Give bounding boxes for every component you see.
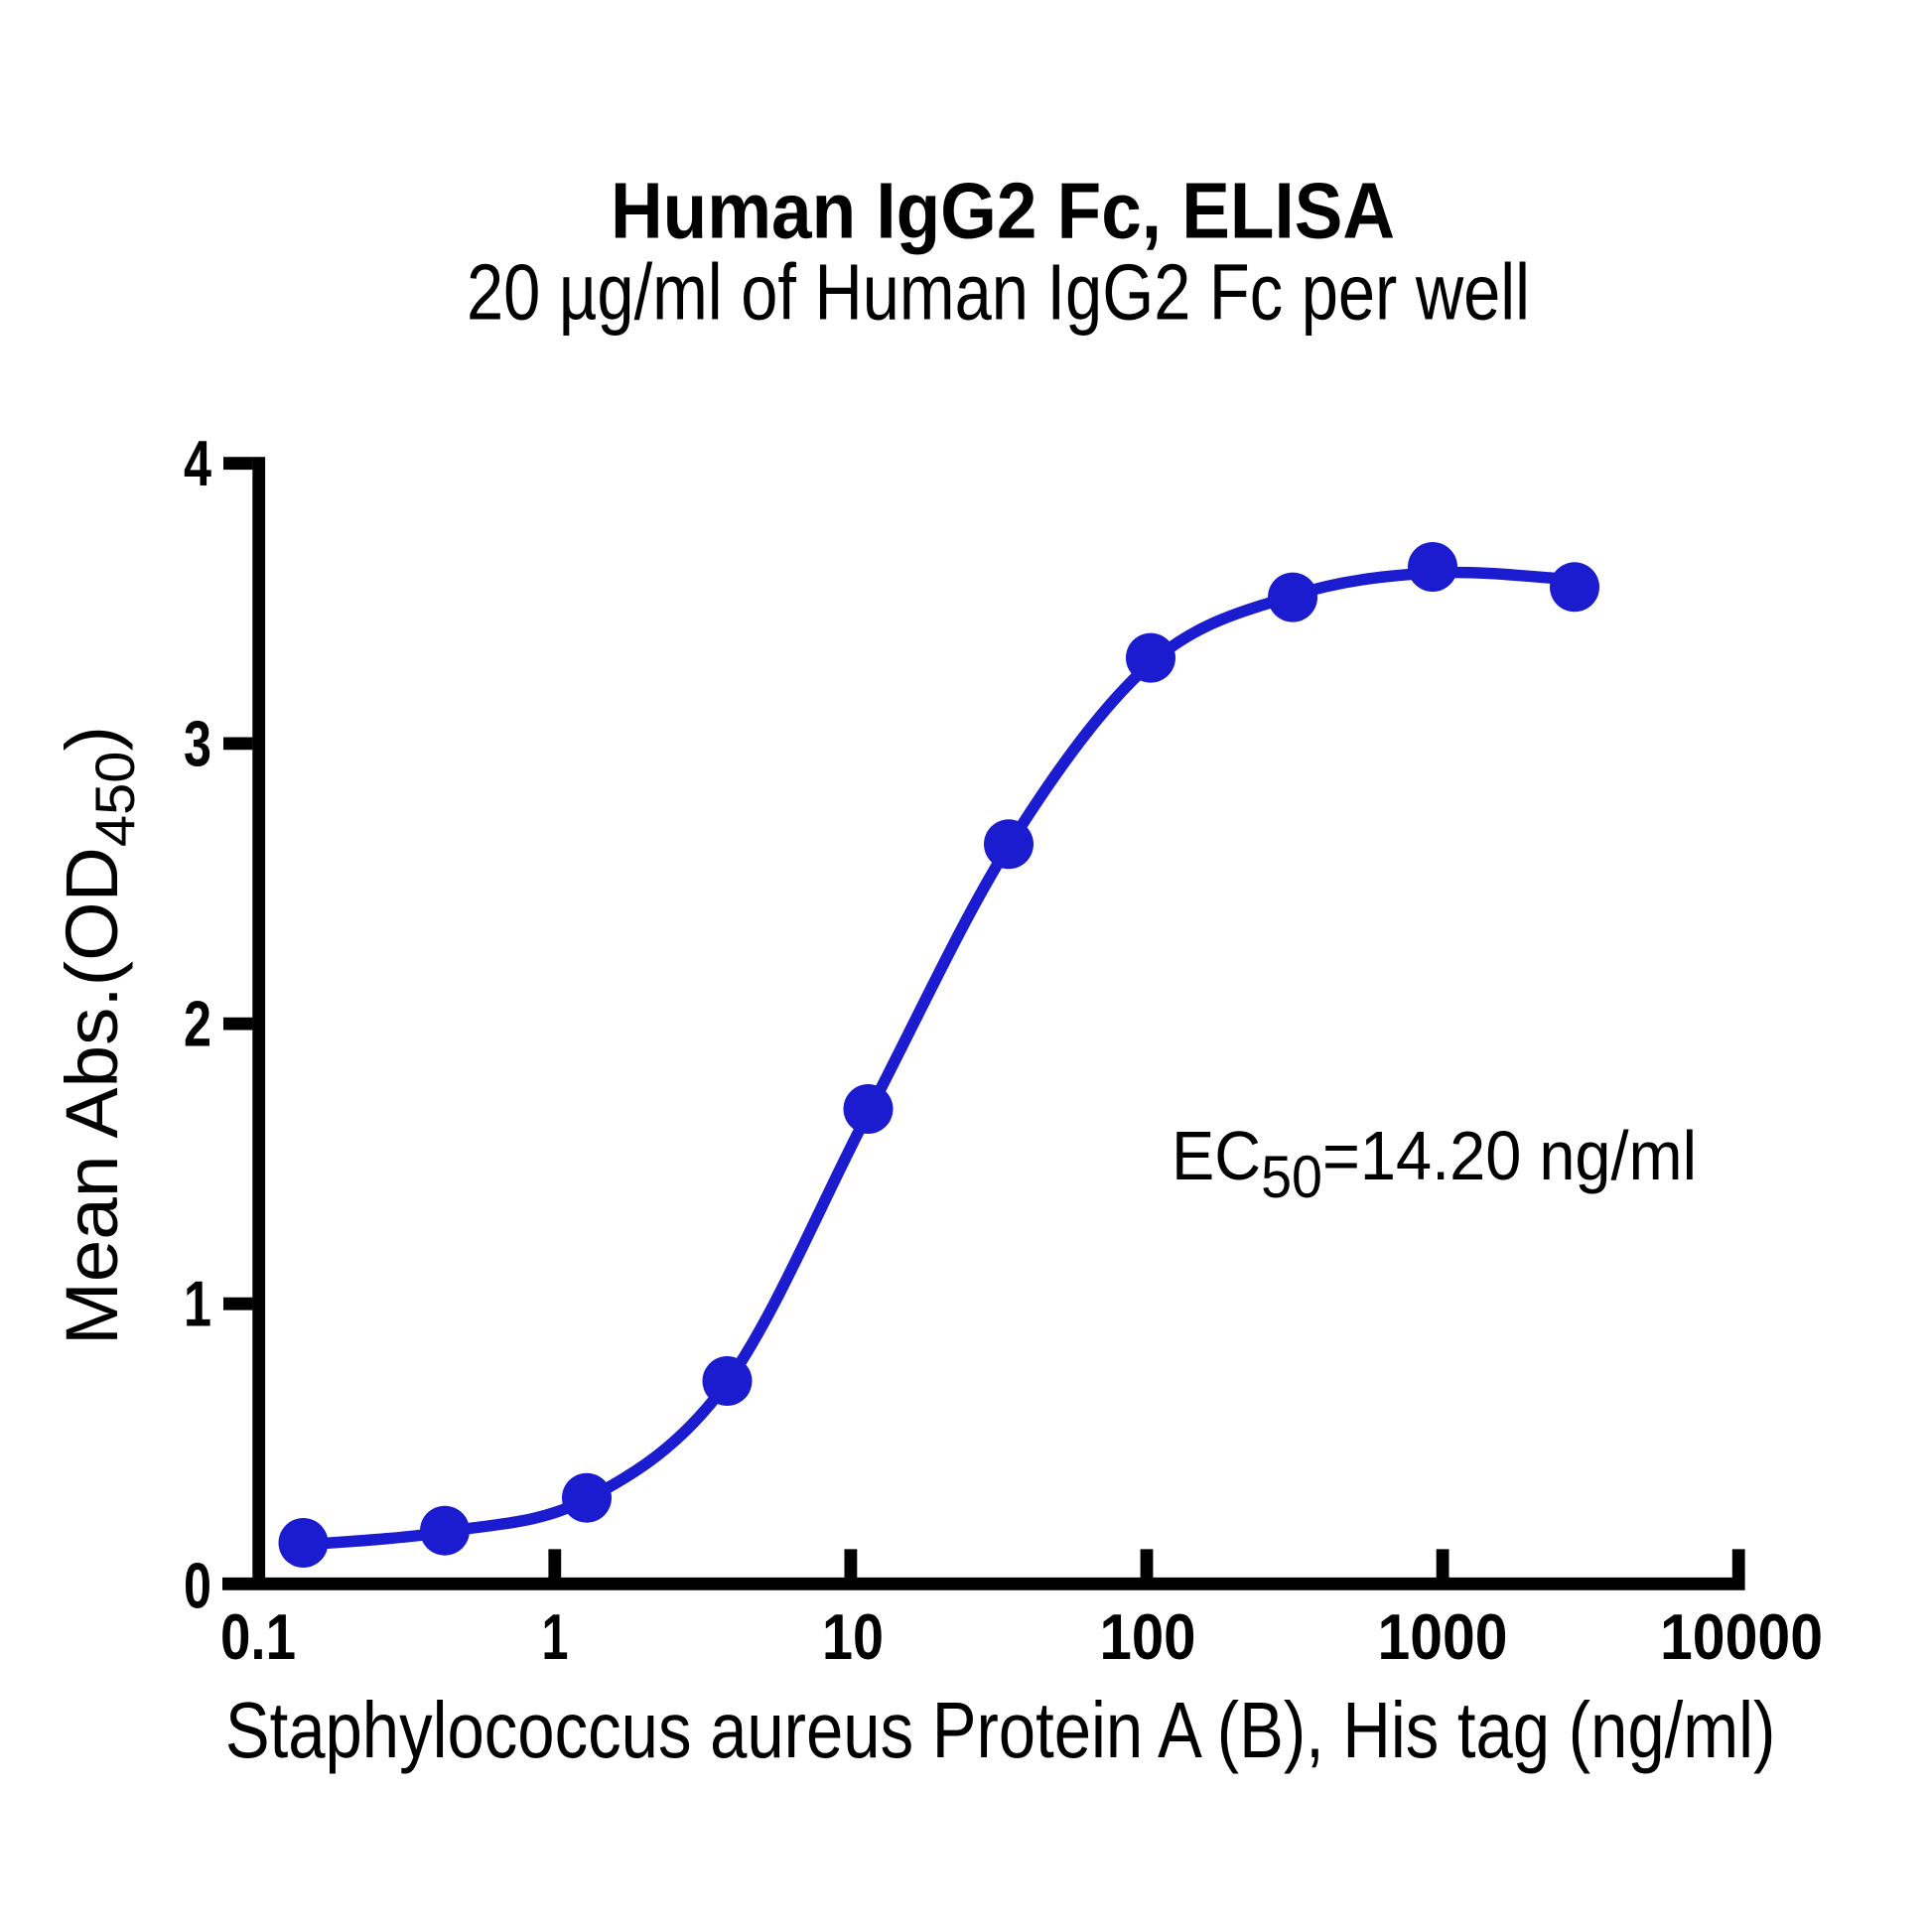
- svg-text:2: 2: [184, 988, 211, 1060]
- svg-text:1000: 1000: [1378, 1600, 1508, 1673]
- svg-text:20 µg/ml of Human IgG2 Fc per: 20 µg/ml of Human IgG2 Fc per well: [467, 247, 1530, 336]
- svg-text:1: 1: [542, 1600, 569, 1673]
- svg-text:Mean Abs.(OD450): Mean Abs.(OD450): [51, 726, 146, 1345]
- svg-text:3: 3: [184, 707, 211, 779]
- svg-text:1: 1: [184, 1268, 211, 1340]
- svg-text:EC50=14.20 ng/ml: EC50=14.20 ng/ml: [1172, 1117, 1697, 1210]
- svg-text:10: 10: [822, 1600, 884, 1673]
- svg-text:Staphylococcus aureus Protein: Staphylococcus aureus Protein A (B), His…: [225, 1686, 1776, 1774]
- svg-text:0.1: 0.1: [220, 1600, 296, 1673]
- svg-text:Human IgG2 Fc, ELISA: Human IgG2 Fc, ELISA: [611, 167, 1395, 255]
- svg-text:100: 100: [1100, 1600, 1196, 1673]
- svg-text:0: 0: [184, 1550, 211, 1622]
- svg-text:10000: 10000: [1660, 1600, 1823, 1673]
- svg-text:4: 4: [184, 427, 211, 499]
